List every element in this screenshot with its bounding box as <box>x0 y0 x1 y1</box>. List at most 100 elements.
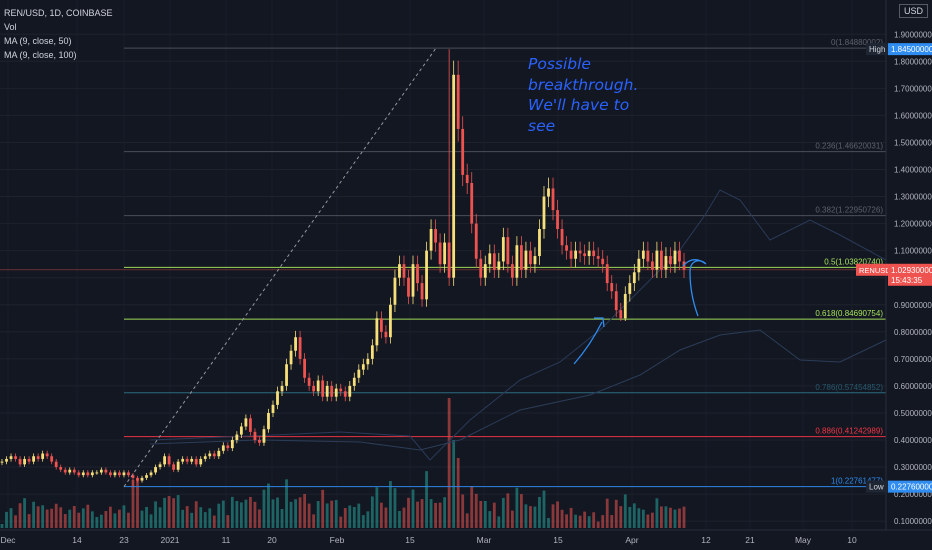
annotation-line: Possible <box>528 55 591 73</box>
candle <box>303 358 307 378</box>
volume-bar <box>506 493 510 528</box>
volume-bar <box>592 512 596 528</box>
volume-bar <box>438 502 442 528</box>
volume-bar <box>230 496 234 528</box>
volume-bar <box>434 502 437 528</box>
x-tick-label: 12 <box>701 535 711 545</box>
volume-bar <box>298 497 302 528</box>
volume-bar <box>664 506 668 528</box>
candle <box>108 472 112 476</box>
volume-bar <box>285 479 288 528</box>
candle <box>411 264 415 297</box>
currency-button[interactable]: USD <box>898 4 928 18</box>
candle <box>673 250 677 265</box>
volume-bar <box>0 524 4 528</box>
candle <box>36 456 40 459</box>
volume-bar <box>610 515 614 528</box>
volume-bar <box>36 506 40 528</box>
volume-bar <box>660 506 663 528</box>
candle <box>181 458 185 462</box>
volume-bar <box>325 503 329 528</box>
volume-bar <box>289 501 293 528</box>
ma-100-indicator-label[interactable]: MA (9, close, 100) <box>4 50 77 60</box>
candle <box>63 469 67 473</box>
volume-bar <box>32 501 36 528</box>
volume-bar <box>565 514 568 528</box>
volume-bar <box>235 501 239 528</box>
candle <box>339 388 343 392</box>
volume-bar <box>673 509 677 528</box>
x-tick-label: 11 <box>222 535 231 545</box>
candle <box>384 331 388 338</box>
volume-bar <box>596 521 600 528</box>
candle <box>190 458 194 462</box>
fib-level-label: 0.886(0.41242989) <box>815 427 883 436</box>
candle <box>212 453 216 457</box>
annotation-line: breakthrough. <box>528 75 639 94</box>
volume-bar <box>99 514 103 528</box>
volume-bar <box>262 489 266 528</box>
volume-bar <box>447 398 451 528</box>
volume-bar <box>619 506 623 528</box>
volume-bar <box>601 515 605 528</box>
volume-bar <box>510 510 514 528</box>
volume-bar <box>366 511 370 528</box>
x-tick-label: May <box>795 535 812 545</box>
candle <box>230 440 234 449</box>
symbol-title[interactable]: REN/USD, 1D, COINBASE <box>4 8 113 18</box>
candle <box>655 250 659 270</box>
candle <box>533 256 537 265</box>
volume-bar <box>533 506 537 528</box>
annotation-text[interactable]: Possible breakthrough. We'll have to see <box>528 54 658 136</box>
candle <box>118 472 121 476</box>
candle <box>5 458 8 462</box>
volume-bar <box>86 504 90 528</box>
volume-bar <box>307 503 311 528</box>
candle <box>136 477 139 481</box>
symbol-badge-label: RENUSD <box>859 266 891 275</box>
volume-bar <box>628 506 632 528</box>
candle <box>271 404 275 413</box>
volume-bar <box>655 498 659 528</box>
volume-bar <box>560 509 564 528</box>
x-tick-label: 15 <box>405 535 415 545</box>
volume-bar <box>632 503 636 528</box>
volume-bar <box>411 489 415 528</box>
low-badge <box>866 480 888 493</box>
ma-50-indicator-label[interactable]: MA (9, close, 50) <box>4 36 72 46</box>
volume-bar <box>569 507 573 528</box>
volume-bar <box>239 502 243 528</box>
fib-level-label: 0.786(0.57454852) <box>815 383 883 392</box>
candle <box>235 434 239 440</box>
candle <box>104 469 108 473</box>
volume-bar <box>271 499 275 528</box>
candle <box>619 310 623 319</box>
low-badge-label: Low <box>869 483 884 492</box>
volume-bar <box>641 509 645 528</box>
volume-indicator-label[interactable]: Vol <box>4 22 17 32</box>
volume-bar <box>108 506 112 528</box>
candle <box>492 253 496 270</box>
volume-bar <box>583 511 587 528</box>
candle <box>614 291 618 311</box>
volume-bar <box>136 480 139 528</box>
volume-bar <box>280 509 284 528</box>
candle <box>352 377 356 386</box>
candle <box>488 253 492 265</box>
volume-bar <box>497 516 501 528</box>
candle <box>628 283 632 294</box>
candle <box>14 456 17 459</box>
x-tick-label: 10 <box>847 535 857 545</box>
volume-bar <box>176 495 180 528</box>
candle <box>361 364 365 370</box>
candle <box>583 253 587 257</box>
candle <box>398 264 401 278</box>
candle <box>434 229 437 243</box>
volume-bar <box>149 514 153 528</box>
x-tick-label: 20 <box>267 535 277 545</box>
